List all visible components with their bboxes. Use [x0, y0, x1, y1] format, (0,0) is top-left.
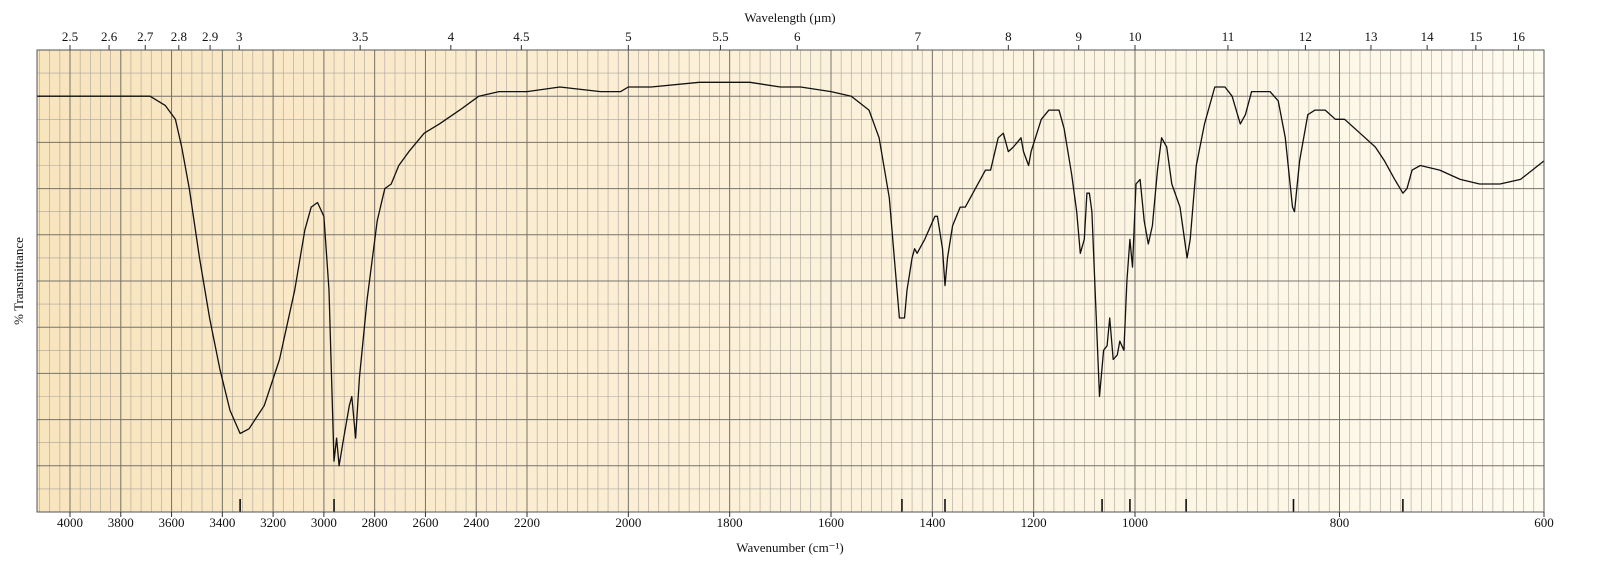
x2-tick-label: 10 — [1129, 29, 1142, 44]
x2-tick-label: 3 — [236, 29, 243, 44]
x2-tick-label: 16 — [1512, 29, 1526, 44]
x-tick-label: 3000 — [311, 515, 337, 530]
x2-tick-label: 2.7 — [137, 29, 154, 44]
x2-tick-label: 3.5 — [352, 29, 368, 44]
x-tick-label: 600 — [1534, 515, 1554, 530]
x-tick-label: 800 — [1330, 515, 1350, 530]
spectrum-line — [37, 81, 1545, 467]
x2-tick-label: 2.8 — [171, 29, 187, 44]
x-tick-label: 2600 — [412, 515, 438, 530]
x-tick-label: 2400 — [463, 515, 489, 530]
x2-tick-label: 5.5 — [712, 29, 728, 44]
x-tick-label: 3800 — [108, 515, 134, 530]
x-tick-label: 1400 — [919, 515, 945, 530]
x2-tick-label: 2.6 — [101, 29, 118, 44]
x-tick-label: 3600 — [159, 515, 185, 530]
x-tick-label: 1200 — [1021, 515, 1047, 530]
x2-tick-label: 4.5 — [513, 29, 529, 44]
x2-tick-label: 11 — [1222, 29, 1235, 44]
grid — [37, 49, 1545, 513]
x2-tick-label: 5 — [625, 29, 632, 44]
x2-tick-label: 13 — [1364, 29, 1377, 44]
x-tick-label: 2000 — [615, 515, 641, 530]
marks — [37, 81, 1545, 512]
x2-tick-label: 12 — [1299, 29, 1312, 44]
x2-tick-label: 9 — [1075, 29, 1082, 44]
plot-frame — [36, 49, 1545, 513]
x2-tick-label: 2.5 — [62, 29, 78, 44]
x2-tick-label: 6 — [794, 29, 801, 44]
x-tick-label: 1000 — [1122, 515, 1148, 530]
x2-tick-label: 8 — [1005, 29, 1012, 44]
x2-axis-title: Wavelength (µm) — [744, 10, 835, 25]
x2-tick-label: 2.9 — [202, 29, 218, 44]
x2-tick-label: 15 — [1469, 29, 1482, 44]
x-tick-label: 3400 — [209, 515, 235, 530]
y-axis-title: % Transmittance — [11, 237, 26, 325]
x2-tick-label: 4 — [448, 29, 455, 44]
x2-tick-label: 7 — [915, 29, 922, 44]
x-axis-title: Wavenumber (cm⁻¹) — [736, 540, 844, 555]
x-tick-label: 2800 — [362, 515, 388, 530]
x-tick-label: 1800 — [717, 515, 743, 530]
x2-tick-label: 14 — [1421, 29, 1435, 44]
x-tick-label: 1600 — [818, 515, 844, 530]
x-tick-label: 3200 — [260, 515, 286, 530]
x-tick-label: 4000 — [57, 515, 83, 530]
x-tick-label: 2200 — [514, 515, 540, 530]
